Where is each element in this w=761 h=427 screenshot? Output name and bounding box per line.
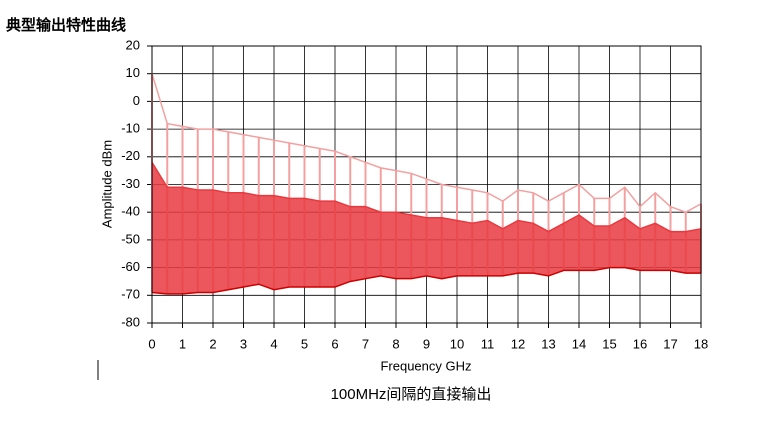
x-tick-label: 15 [602, 336, 616, 351]
x-tick-label: 14 [572, 336, 586, 351]
x-tick-label: 13 [541, 336, 555, 351]
y-tick-label: 20 [126, 37, 140, 52]
x-tick-label: 2 [209, 336, 216, 351]
y-axis-label: Amplitude dBm [99, 140, 114, 228]
x-tick-label: 7 [362, 336, 369, 351]
mid-envelope [151, 161, 702, 233]
y-tick-label: -20 [121, 148, 140, 163]
y-tick-label: 10 [126, 65, 140, 80]
comb-band [152, 162, 701, 294]
x-tick-label: 8 [392, 336, 399, 351]
x-tick-label: 1 [179, 336, 186, 351]
caption: 100MHz间隔的直接输出 [330, 386, 492, 403]
x-tick-label: 11 [481, 336, 495, 351]
x-axis-label: Frequency GHz [380, 358, 471, 373]
x-tick-label: 12 [511, 336, 525, 351]
x-tick-label: 5 [301, 336, 308, 351]
y-tick-label: -30 [121, 176, 140, 191]
floor-envelope [151, 266, 701, 295]
x-tick-label: 17 [663, 336, 677, 351]
y-tick-label: -10 [121, 121, 140, 136]
plot-border [151, 45, 702, 324]
y-tick-label: -70 [121, 287, 140, 302]
x-tick-label: 18 [694, 336, 708, 351]
heading: 典型输出特性曲线 [6, 17, 127, 34]
y-tick-label: -80 [121, 314, 140, 329]
y-tick-label: -40 [121, 204, 140, 219]
peak-envelope [151, 73, 702, 214]
x-tick-label: 3 [240, 336, 247, 351]
x-tick-label: 10 [450, 336, 464, 351]
x-tick-label: 4 [270, 336, 277, 351]
y-tick-label: -60 [121, 259, 140, 274]
x-tick-label: 6 [331, 336, 338, 351]
x-tick-label: 16 [633, 336, 647, 351]
y-tick-label: 0 [133, 93, 140, 108]
y-tick-label: -50 [121, 231, 140, 246]
x-tick-label: 9 [423, 336, 430, 351]
x-tick-label: 0 [148, 336, 155, 351]
